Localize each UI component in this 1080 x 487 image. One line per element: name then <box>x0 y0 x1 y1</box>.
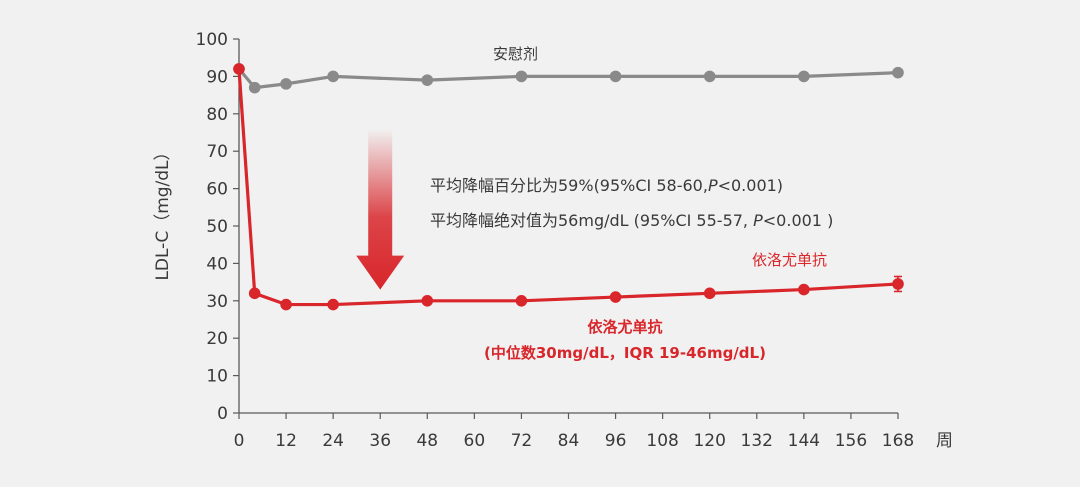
x-tick-label: 144 <box>788 431 820 451</box>
x-tick-label: 72 <box>511 431 533 451</box>
data-point <box>798 283 810 296</box>
absolute-reduction-text: 平均降幅绝对值为56mg/dL (95%CI 55-57, <box>430 211 753 230</box>
series-line <box>237 68 899 307</box>
y-tick-label: 40 <box>206 254 228 274</box>
y-tick-label: 50 <box>206 217 228 237</box>
percent-reduction-note: 平均降幅百分比为59%(95%CI 58-60,P<0.001) <box>430 176 783 195</box>
data-point <box>421 74 434 86</box>
y-tick-label: 80 <box>206 105 228 125</box>
y-tick-label: 60 <box>206 180 228 200</box>
decrease-arrow <box>356 128 405 290</box>
data-point <box>327 298 339 311</box>
y-tick-label: 90 <box>206 67 228 87</box>
data-point <box>248 287 261 300</box>
x-tick-label: 36 <box>369 431 391 451</box>
decrease-arrow-shape <box>356 128 405 290</box>
x-tick-label: 108 <box>646 431 678 451</box>
data-point <box>703 70 716 83</box>
x-tick-label: 120 <box>693 431 725 451</box>
data-point <box>421 295 434 307</box>
y-tick-label: 100 <box>196 30 228 50</box>
y-tick-label: 30 <box>206 292 228 312</box>
x-tick-label: 84 <box>558 431 580 451</box>
y-axis-title: LDL-C（mg/dL） <box>153 143 173 280</box>
p-value-text: <0.001) <box>718 176 783 195</box>
data-point <box>248 81 261 94</box>
placebo-series <box>233 63 904 94</box>
data-point <box>892 278 904 290</box>
y-tick-label: 0 <box>217 404 228 424</box>
data-point <box>280 298 292 311</box>
x-axis-title: 周 <box>936 431 953 451</box>
x-tick-label: 24 <box>322 431 344 451</box>
x-tick-label: 0 <box>234 431 245 451</box>
p-value-text: <0.001 ) <box>763 211 834 230</box>
evolocumab-series-label: 依洛尤单抗 <box>752 251 827 269</box>
x-tick-label: 168 <box>882 431 914 451</box>
x-tick-label: 60 <box>464 431 486 451</box>
series-line <box>237 67 899 90</box>
y-tick-label: 70 <box>206 142 228 162</box>
evolocumab-annotation-median: (中位数30mg/dL，IQR 19-46mg/dL) <box>484 344 766 362</box>
data-point <box>327 70 339 83</box>
data-point <box>892 66 904 79</box>
data-point <box>703 287 716 300</box>
evolocumab-annotation-title: 依洛尤单抗 <box>587 318 662 336</box>
data-point <box>515 295 528 307</box>
axes: 0 10 20 30 40 50 60 70 80 90 100 0 12 24 36 48 60 72 84 96 1… <box>196 30 915 451</box>
data-point <box>609 70 622 83</box>
placebo-series-label: 安慰剂 <box>493 45 538 63</box>
p-symbol: P <box>708 176 718 195</box>
data-point <box>233 63 245 75</box>
x-tick-label: 48 <box>416 431 438 451</box>
data-point <box>609 291 622 303</box>
y-tick-label: 10 <box>206 367 228 387</box>
absolute-reduction-note: 平均降幅绝对值为56mg/dL (95%CI 55-57, P<0.001 ) <box>430 211 833 230</box>
data-point <box>515 70 528 83</box>
x-tick-label: 132 <box>741 431 773 451</box>
x-tick-label: 156 <box>835 431 867 451</box>
data-point <box>798 70 810 83</box>
y-tick-label: 20 <box>206 329 228 349</box>
percent-reduction-text: 平均降幅百分比为59%(95%CI 58-60, <box>430 176 708 195</box>
evolocumab-series <box>233 63 904 311</box>
p-symbol: P <box>753 211 763 230</box>
x-tick-label: 96 <box>605 431 627 451</box>
x-tick-label: 12 <box>275 431 297 451</box>
data-point <box>280 78 292 90</box>
series-layer <box>233 63 904 311</box>
